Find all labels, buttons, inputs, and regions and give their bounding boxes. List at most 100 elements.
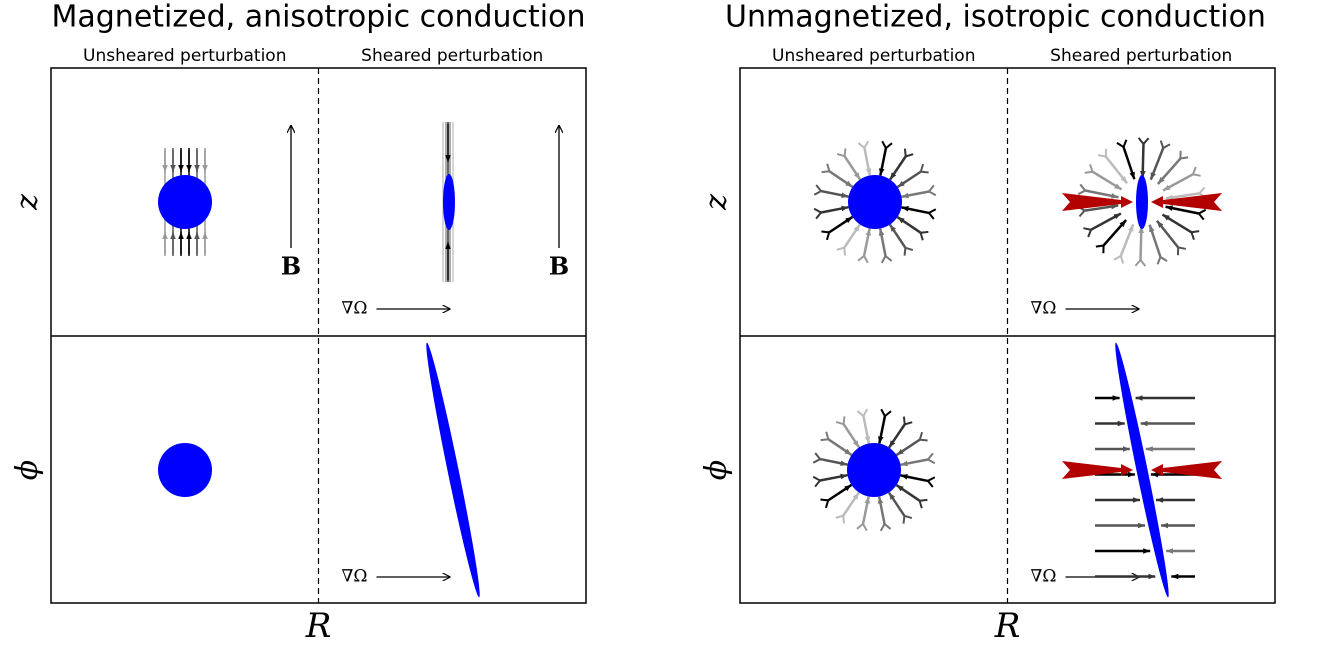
flux-tail — [835, 416, 846, 426]
flux-line — [842, 491, 860, 517]
flux-tail — [881, 140, 893, 149]
shear-label: ∇Ω — [342, 299, 368, 319]
flux-line — [819, 457, 848, 466]
flux-tail — [879, 523, 892, 532]
flux-line — [820, 205, 849, 214]
panel-title: Unmagnetized, isotropic conduction — [725, 0, 1266, 35]
flux-tail — [836, 148, 847, 158]
flux-tail — [1192, 166, 1201, 177]
flux-line — [901, 206, 930, 215]
axis-label: ϕ — [699, 460, 734, 480]
flux-tail — [1176, 246, 1186, 256]
flux-tail — [1083, 227, 1092, 238]
flux-line — [1084, 189, 1119, 199]
flux-tail — [1198, 208, 1207, 221]
flux-line — [827, 438, 853, 456]
flux-tail — [1179, 150, 1189, 160]
flux-line — [1162, 173, 1194, 192]
flux-tail — [1137, 137, 1150, 145]
flux-tail — [1190, 230, 1200, 240]
flux-line — [1084, 203, 1119, 212]
flux-line — [1156, 157, 1182, 185]
perturbation — [848, 175, 902, 229]
flux-line — [1122, 146, 1136, 180]
flux-tail — [813, 207, 822, 220]
flux-tail — [1116, 139, 1128, 148]
flux-tail — [856, 408, 869, 417]
flux-tail — [918, 431, 928, 442]
field-label: B — [549, 252, 569, 281]
axis-label: R — [305, 606, 332, 645]
flux-tail — [821, 163, 831, 174]
flux-line — [900, 474, 929, 483]
flux-tail — [919, 163, 929, 174]
column-label: Unsheared perturbation — [772, 46, 975, 66]
axis-label: z — [699, 194, 734, 211]
flux-line — [1161, 213, 1193, 234]
flux-line — [863, 147, 872, 176]
flux-tail — [812, 452, 821, 464]
flux-line — [1155, 219, 1180, 249]
flux-line — [819, 473, 848, 482]
shear-label: ∇Ω — [1031, 299, 1057, 319]
flux-line — [842, 423, 861, 449]
flux-tail — [820, 431, 830, 442]
flux-line — [820, 189, 849, 198]
flux-tail — [880, 408, 892, 417]
flux-tail — [813, 184, 822, 196]
flux-tail — [880, 255, 893, 264]
flux-line — [887, 491, 906, 517]
flux-line — [827, 483, 853, 502]
flux-tail — [1098, 148, 1108, 158]
flux-tail — [1084, 164, 1094, 174]
perturbation — [1115, 342, 1169, 598]
field-label: B — [281, 252, 301, 281]
axis-label: z — [10, 194, 45, 211]
flux-tail — [918, 498, 928, 509]
flux-tail — [927, 452, 936, 465]
heat-flux-arrow — [1062, 461, 1133, 479]
perturbation — [443, 174, 455, 230]
flux-line — [895, 438, 921, 457]
flux-tail — [919, 230, 929, 241]
heat-flux-arrow — [1151, 461, 1222, 479]
flux-line — [878, 228, 887, 257]
flux-line — [1149, 147, 1165, 181]
flux-line — [1148, 224, 1162, 258]
flux-tail — [928, 208, 937, 220]
flux-tail — [928, 184, 937, 197]
flux-line — [1091, 170, 1123, 191]
flux-tail — [1159, 140, 1171, 149]
flux-line — [889, 155, 907, 181]
flux-tail — [1077, 183, 1086, 196]
flux-tail — [903, 148, 914, 158]
flux-line — [888, 223, 907, 249]
flux-tail — [1113, 255, 1125, 264]
flux-tail — [857, 255, 869, 264]
flux-line — [828, 170, 854, 188]
flux-line — [1090, 212, 1122, 231]
flux-line — [901, 190, 930, 199]
flux-line — [1102, 219, 1128, 247]
flux-line — [895, 484, 921, 502]
panel-title: Magnetized, anisotropic conduction — [52, 0, 586, 35]
flux-tail — [812, 475, 821, 488]
flux-line — [843, 223, 861, 249]
flux-tail — [835, 514, 846, 524]
flux-tail — [821, 230, 831, 241]
flux-tail — [927, 476, 936, 488]
flux-tail — [1156, 256, 1168, 265]
flux-line — [828, 215, 854, 234]
flux-line — [878, 415, 887, 444]
flux-line — [843, 155, 862, 181]
flux-line — [1139, 143, 1146, 179]
flux-line — [896, 170, 922, 189]
perturbation — [847, 443, 901, 497]
perturbation — [426, 342, 480, 598]
column-label: Sheared perturbation — [1050, 46, 1232, 66]
flux-tail — [902, 416, 913, 426]
flux-line — [877, 496, 886, 525]
flux-line — [862, 228, 871, 257]
perturbation — [1136, 175, 1148, 229]
